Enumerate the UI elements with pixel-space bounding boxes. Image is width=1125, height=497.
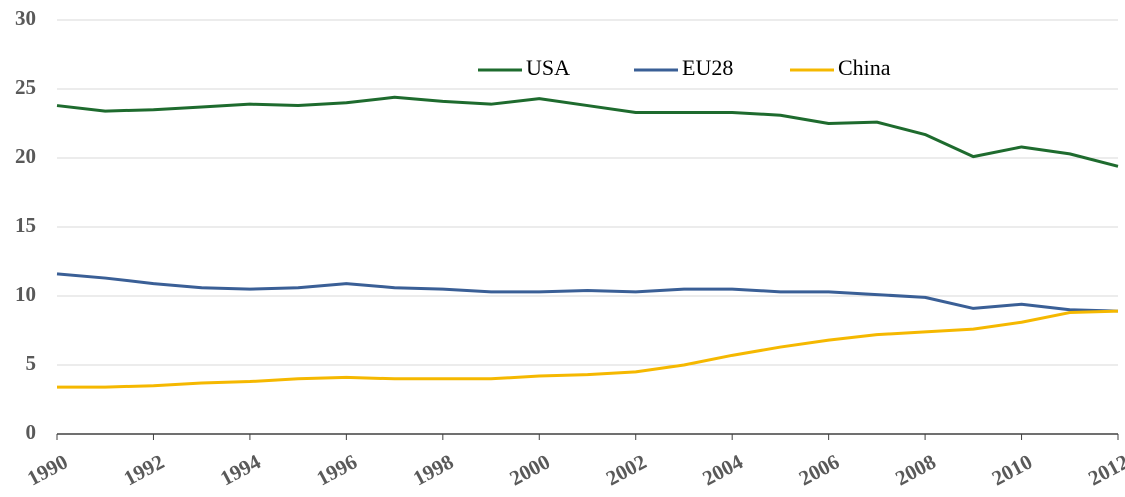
x-tick-label: 1990 xyxy=(23,449,71,490)
series-line xyxy=(57,309,1119,389)
y-tick-label: 0 xyxy=(26,420,37,444)
y-tick-label: 25 xyxy=(15,75,36,99)
y-tick-label: 5 xyxy=(26,351,37,375)
y-tick-label: 15 xyxy=(15,213,36,237)
series-line xyxy=(56,272,1119,313)
legend-label: China xyxy=(838,55,891,80)
x-tick-label: 2006 xyxy=(795,449,843,490)
x-tick-label: 2002 xyxy=(602,449,650,490)
series-line xyxy=(56,95,1119,168)
x-tick-label: 1992 xyxy=(120,449,168,490)
legend-label: USA xyxy=(526,55,570,80)
x-tick-label: 1998 xyxy=(409,449,457,490)
x-tick-label: 1994 xyxy=(216,449,265,490)
x-tick-label: 2012 xyxy=(1084,449,1125,490)
x-tick-label: 2000 xyxy=(506,449,554,490)
x-tick-label: 1996 xyxy=(313,449,361,490)
x-tick-label: 2010 xyxy=(988,449,1036,490)
y-tick-label: 10 xyxy=(15,282,36,306)
y-tick-label: 20 xyxy=(15,144,36,168)
y-tick-label: 30 xyxy=(15,6,36,30)
x-tick-label: 2008 xyxy=(891,449,939,490)
x-tick-label: 2004 xyxy=(698,449,747,490)
legend-label: EU28 xyxy=(682,55,733,80)
